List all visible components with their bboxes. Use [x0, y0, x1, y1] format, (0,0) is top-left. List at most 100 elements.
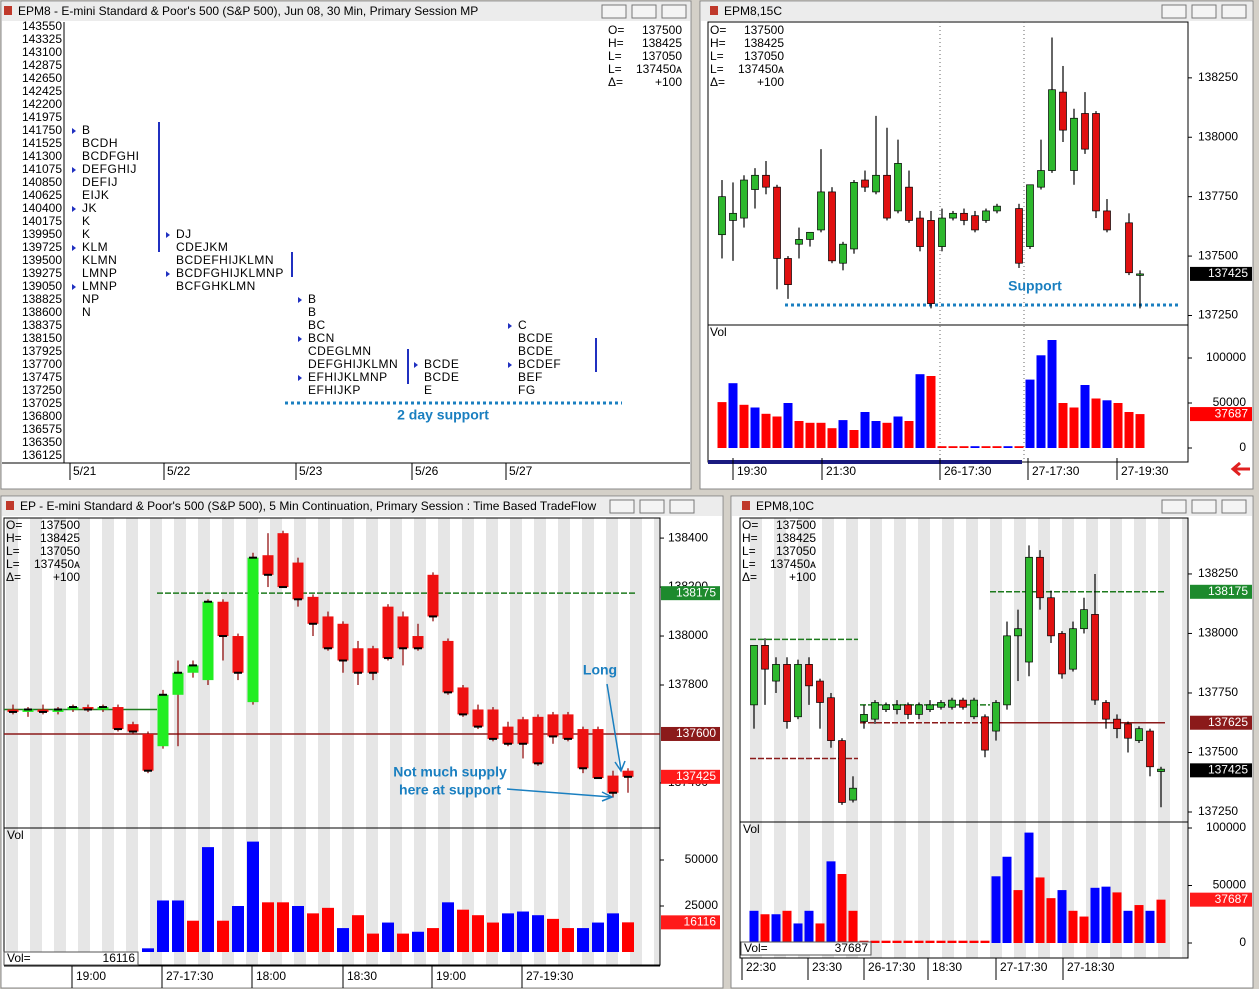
candle-body: [127, 724, 139, 732]
close-button[interactable]: [1221, 499, 1247, 514]
price-tick-label: 138000: [1198, 129, 1238, 143]
time-label: 23:30: [812, 960, 842, 974]
volume-bar: [1047, 340, 1057, 448]
volume-bar: [970, 446, 980, 448]
candle-body: [277, 533, 289, 588]
candle-body: [442, 640, 454, 693]
volume-bar: [622, 922, 634, 952]
close-button[interactable]: [1221, 4, 1247, 19]
title-bar: [2, 2, 690, 21]
candle-body: [472, 709, 484, 727]
volume-bar: [607, 913, 619, 952]
maximize-button[interactable]: [1191, 4, 1217, 19]
minimize-button[interactable]: [1161, 499, 1187, 514]
candle-body: [916, 217, 924, 247]
volume-readout-key: Vol=: [7, 951, 31, 965]
profile-row: BC: [308, 318, 326, 332]
volume-bar: [502, 913, 514, 952]
volume-bar: [772, 416, 782, 448]
candle-body: [1157, 768, 1165, 772]
volume-readout-value: 37687: [835, 941, 869, 955]
minimize-button[interactable]: [1161, 4, 1187, 19]
volume-readout: [740, 941, 872, 956]
maximize-button[interactable]: [1191, 499, 1217, 514]
price-label: 139275: [22, 266, 62, 280]
volume-bar: [337, 928, 349, 952]
maximize-button[interactable]: [639, 499, 665, 514]
volume-bar: [202, 847, 214, 952]
candle-body: [1025, 556, 1033, 663]
window-frame: [0, 0, 692, 490]
volume-bar: [382, 922, 394, 952]
window-icon: [742, 501, 750, 510]
volume-bar: [1058, 403, 1068, 448]
price-label: 137700: [22, 357, 62, 371]
price-label: 136125: [22, 448, 62, 462]
profile-row: EFHIJKLMNP: [308, 370, 388, 384]
profile-row: BCDEF: [518, 357, 561, 371]
price-label: 140850: [22, 175, 62, 189]
candle-body: [784, 258, 792, 285]
profile-row: BCDE: [518, 331, 553, 345]
profile-row: B: [308, 292, 317, 306]
volume-tick-label: 0: [1239, 935, 1246, 949]
candle-body: [1102, 702, 1110, 720]
volume-bar: [717, 402, 727, 448]
scroll-arrow[interactable]: [1230, 461, 1250, 477]
candle-body: [894, 163, 902, 212]
candle-body: [142, 733, 154, 771]
candle-body: [850, 182, 858, 250]
candle-body: [532, 716, 544, 764]
maximize-button[interactable]: [631, 4, 657, 19]
annotation: Not much supply: [393, 764, 507, 780]
quote-key: Δ=: [608, 75, 623, 89]
candle-body: [751, 174, 759, 190]
volume-bar: [1014, 446, 1024, 448]
window-title: EP - E-mini Standard & Poor's 500 (S&P 5…: [20, 499, 596, 513]
volume-bar: [517, 911, 529, 952]
profile-row: LMNP: [82, 266, 117, 280]
price-tick-label: 138000: [1198, 626, 1238, 640]
candle-body: [750, 645, 758, 706]
volume-bar: [936, 940, 946, 943]
profile-row: LMNP: [82, 279, 117, 293]
candle-body: [1026, 184, 1034, 247]
candle-body: [981, 716, 989, 751]
candle-body: [839, 243, 847, 264]
quote-value: 138425: [642, 36, 682, 50]
row-marker: [72, 206, 76, 212]
quote-value: 137450ᴀ: [770, 557, 816, 571]
volume-bar: [397, 933, 409, 952]
candle-body: [562, 714, 574, 739]
volume-bar: [882, 422, 892, 448]
volume-bar: [783, 403, 793, 448]
volume-bar: [870, 940, 880, 943]
volume-bar: [947, 940, 957, 943]
price-box: [1190, 266, 1252, 281]
minimize-button[interactable]: [609, 499, 635, 514]
time-label: 22:30: [746, 960, 776, 974]
volume-bar: [959, 446, 969, 448]
close-button[interactable]: [669, 499, 695, 514]
candle-body: [7, 709, 19, 712]
close-button[interactable]: [661, 4, 687, 19]
volume-box: [1190, 892, 1252, 907]
price-box-label: 137625: [1208, 715, 1248, 729]
price-label: 143325: [22, 32, 62, 46]
volume-bar: [760, 914, 770, 943]
quote-key: L=: [742, 557, 756, 571]
volume-bar: [352, 915, 364, 952]
price-box: [661, 769, 720, 784]
volume-bar: [532, 915, 544, 952]
profile-row: BEF: [518, 370, 543, 384]
quote-key: H=: [710, 36, 726, 50]
candle-body: [1070, 117, 1078, 171]
price-box: [1190, 584, 1252, 599]
minimize-button[interactable]: [601, 4, 627, 19]
candle-body: [817, 191, 825, 231]
quote-key: H=: [608, 36, 624, 50]
candle-body: [1113, 718, 1121, 730]
volume-bar: [1156, 899, 1166, 943]
date-label: 5/22: [167, 464, 191, 478]
